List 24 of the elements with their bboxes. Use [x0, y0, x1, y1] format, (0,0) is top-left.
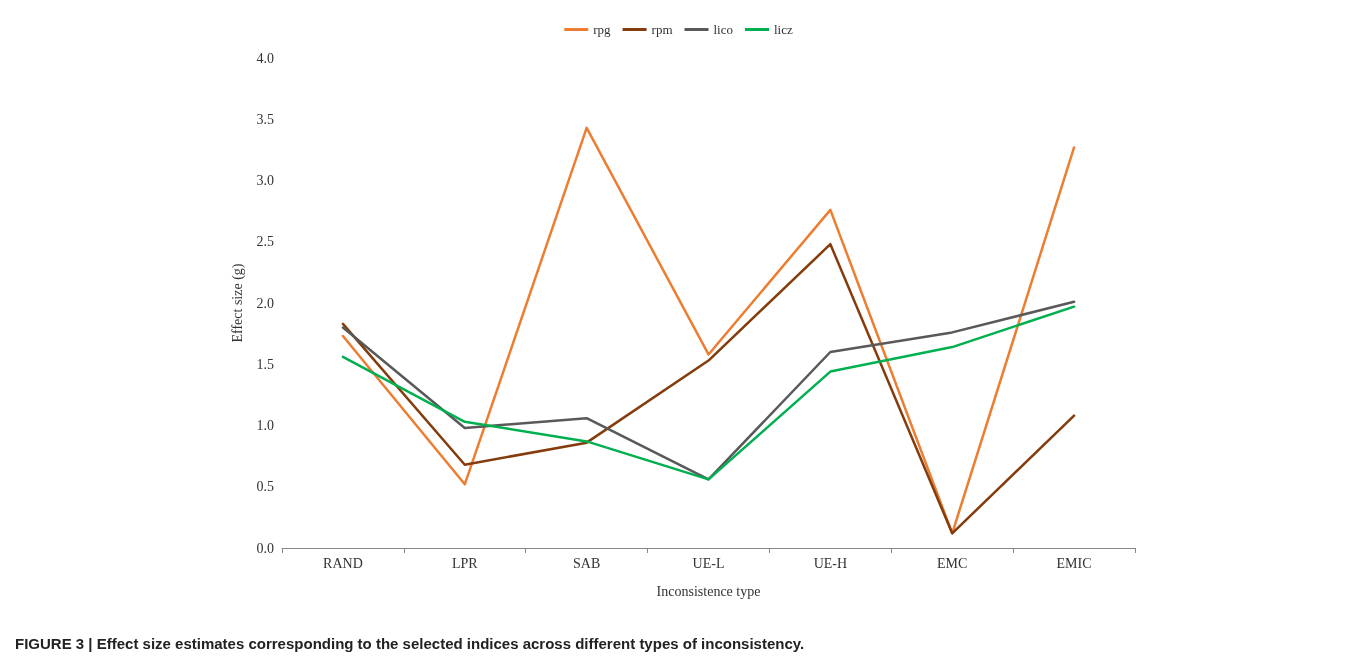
y-tick-label: 1.5	[256, 356, 274, 372]
y-tick-label: 0.5	[256, 479, 274, 495]
legend-label: lico	[713, 22, 734, 37]
y-tick-label: 2.0	[256, 295, 274, 311]
x-tick-label: EMC	[937, 555, 968, 571]
x-tick-label: UE-H	[813, 555, 848, 571]
x-tick-label: SAB	[573, 555, 601, 571]
legend-label: licz	[774, 22, 793, 37]
legend-label: rpg	[593, 22, 612, 37]
y-tick-label: 3.0	[256, 173, 274, 188]
x-tick-label: EMIC	[1056, 555, 1092, 571]
legend-label: rpm	[651, 22, 673, 37]
text: FIGURE 3 | Effect size estimates corresponding to the selected indices across different types of inconsistency.	[15, 635, 805, 652]
y-axis-title: Effect size (g)	[229, 263, 246, 343]
x-tick-label: UE-L	[692, 555, 725, 571]
x-axis-title: Inconsistence type	[656, 583, 761, 599]
y-tick-label: 1.0	[256, 418, 274, 433]
y-tick-label: 0.0	[256, 540, 274, 556]
y-tick-label: 3.5	[256, 111, 274, 127]
x-tick-label: LPR	[451, 555, 479, 571]
line-series	[341, 242, 1076, 535]
x-tick-label: RAND	[323, 555, 363, 571]
y-tick-label: 2.5	[256, 234, 274, 250]
y-tick-label: 4.0	[256, 50, 274, 66]
